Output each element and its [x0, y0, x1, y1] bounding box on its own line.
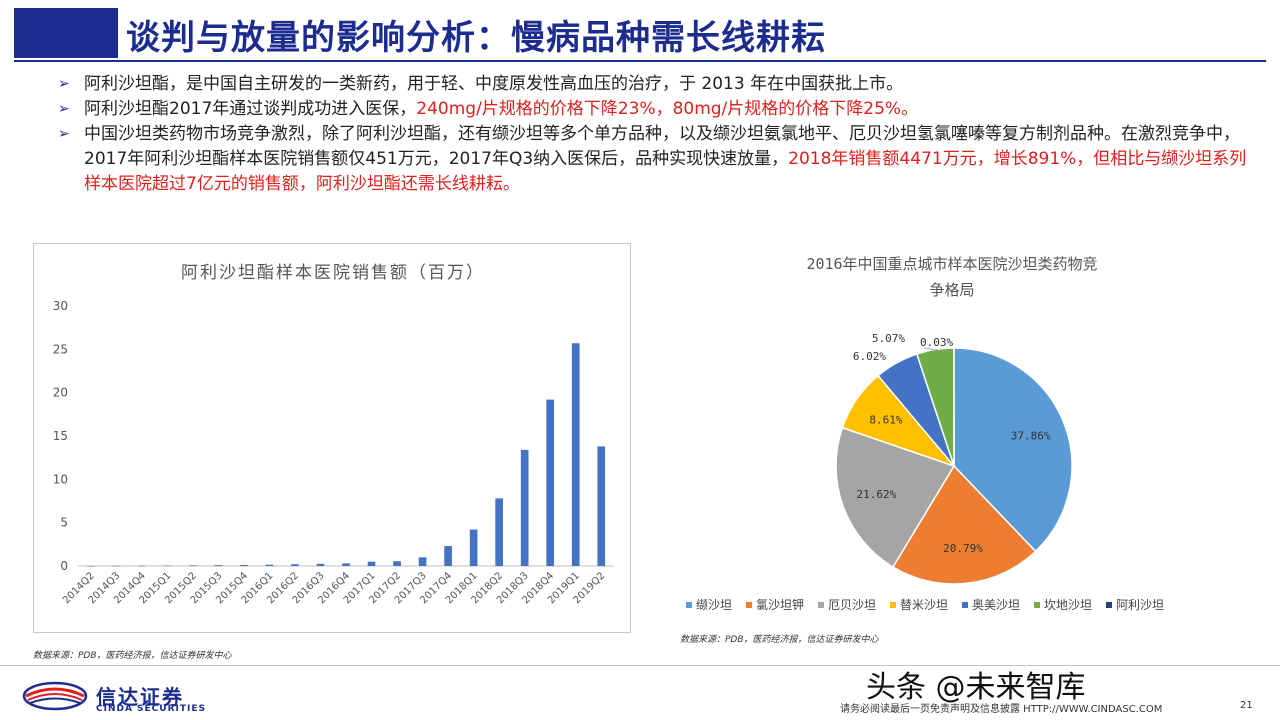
- pie-data-label: 20.79%: [943, 542, 983, 555]
- bar: [444, 546, 452, 566]
- bar: [418, 557, 427, 566]
- company-name-en: CINDA SECURITIES: [96, 704, 206, 714]
- bar: [495, 498, 503, 566]
- pie-slice: [891, 464, 1037, 585]
- legend-label: 阿利沙坦: [1116, 598, 1164, 612]
- title-divider: [14, 60, 1266, 62]
- bar: [546, 399, 555, 566]
- page-number: 21: [1240, 700, 1253, 711]
- bar: [214, 565, 223, 566]
- pie-data-label: 5.07%: [872, 332, 905, 345]
- pie-chart: 2016年中国重点城市样本医院沙坦类药物竞争格局 37.86% 20.79% 21.6…: [686, 255, 1164, 612]
- bar: [112, 565, 121, 567]
- pie-slice: [835, 426, 956, 569]
- pie-leader-line: [933, 351, 938, 357]
- pie-leader-line: [923, 347, 952, 353]
- footer-divider: [0, 665, 1280, 666]
- bar-chart-source: 数据来源：PDB，医药经济报，信达证券研发中心: [33, 651, 232, 661]
- company-name-cn: 信达证券: [96, 685, 184, 709]
- legend-swatch: [818, 602, 824, 608]
- legend-swatch: [1034, 602, 1040, 608]
- disclaimer-text: 请务必阅读最后一页免责声明及信息披露 HTTP://WWW.CINDASC.CO…: [840, 704, 1163, 715]
- y-tick-label: 0: [60, 559, 68, 573]
- bar: [520, 449, 529, 566]
- bar: [86, 565, 95, 567]
- pie-chart-title: 2016年中国重点城市样本医院沙坦类药物竞争格局: [806, 255, 1097, 299]
- bar: [342, 563, 350, 566]
- cinda-logo-icon: [22, 681, 88, 711]
- bar-chart-title: 阿利沙坦酯样本医院销售额（百万）: [181, 263, 485, 283]
- y-tick-label: 20: [53, 386, 68, 400]
- y-tick-label: 5: [60, 516, 68, 530]
- bullet-arrow-icon: ➢: [58, 126, 70, 142]
- bullet-item: ➢ 阿利沙坦酯，是中国自主研发的一类新药，用于轻、中度原发性高血压的治疗，于 20…: [58, 72, 1258, 97]
- bar: [265, 564, 274, 566]
- legend-label: 坎地沙坦: [1044, 598, 1092, 612]
- bullet-item: ➢ 阿利沙坦酯2017年通过谈判成功进入医保，240mg/片规格的价格下降23%，…: [58, 97, 1258, 122]
- bar: [469, 529, 478, 566]
- legend-swatch: [746, 602, 752, 608]
- pie-data-label: 21.62%: [856, 488, 896, 501]
- legend-label: 氯沙坦钾: [756, 598, 804, 612]
- bar: [367, 561, 376, 566]
- bullet-arrow-icon: ➢: [58, 101, 70, 117]
- bullet-item: ➢ 中国沙坦类药物市场竞争激烈，除了阿利沙坦酯，还有缬沙坦等多个单方品种，以及缬沙…: [58, 122, 1258, 197]
- pie-title-line: 2016年中国重点城市样本医院沙坦类药物竞: [806, 255, 1097, 273]
- y-tick-label: 15: [53, 429, 68, 443]
- bar: [571, 343, 580, 566]
- bar: [240, 564, 248, 566]
- legend-swatch: [686, 602, 692, 608]
- pie-chart-source: 数据来源：PDB，医药经济报，信达证券研发中心: [680, 635, 879, 645]
- legend-swatch: [1106, 602, 1112, 608]
- bullet-text: 中国沙坦类药物市场竞争激烈，除了阿利沙坦酯，还有缬沙坦等多个单方品种，以及缬沙坦…: [84, 124, 1240, 169]
- bullet-list: ➢ 阿利沙坦酯，是中国自主研发的一类新药，用于轻、中度原发性高血压的治疗，于 20…: [58, 72, 1258, 197]
- y-tick-label: 25: [53, 342, 68, 356]
- bullet-arrow-icon: ➢: [58, 76, 70, 92]
- bullet-highlight-text: 2018年销售额4471万元，增长891%，但相比与缬沙坦系列样本医院超过7亿元…: [84, 149, 1247, 194]
- bar: [137, 565, 146, 567]
- bar: [316, 563, 325, 566]
- y-tick-label: 10: [53, 472, 68, 486]
- y-tick-label: 30: [53, 299, 68, 313]
- bullet-text: 阿利沙坦酯2017年通过谈判成功进入医保，: [84, 99, 417, 119]
- legend-label: 替米沙坦: [900, 598, 948, 612]
- pie-data-label: 8.61%: [869, 413, 902, 426]
- bar-chart: 阿利沙坦酯样本医院销售额（百万）0510152025302014Q22014Q3…: [53, 263, 614, 606]
- watermark-text: 头条 @未来智库: [866, 670, 1086, 705]
- bar: [189, 565, 197, 566]
- bar: [291, 564, 299, 566]
- legend-label: 缬沙坦: [696, 598, 732, 612]
- pie-data-label: 0.03%: [920, 336, 953, 349]
- legend-label: 奥美沙坦: [972, 598, 1020, 612]
- slide-title: 谈判与放量的影响分析：慢病品种需长线耕耘: [126, 18, 826, 58]
- pie-data-label: 6.02%: [853, 350, 886, 363]
- pie-chart-panel: 2016年中国重点城市样本医院沙坦类药物竞争格局 37.86% 20.79% 21.6…: [680, 240, 1240, 630]
- bullet-text: 阿利沙坦酯，是中国自主研发的一类新药，用于轻、中度原发性高血压的治疗，于 201…: [84, 74, 904, 94]
- legend-label: 厄贝沙坦: [828, 598, 876, 612]
- pie-title-line: 争格局: [929, 281, 974, 299]
- bar: [393, 561, 401, 566]
- pie-slice: [953, 347, 1073, 553]
- legend-swatch: [962, 602, 968, 608]
- title-accent-block: [14, 8, 118, 58]
- bullet-highlight-text: 240mg/片规格的价格下降23%，80mg/片规格的价格下降25%。: [416, 99, 919, 119]
- bar: [163, 565, 172, 567]
- bar-chart-panel: 阿利沙坦酯样本医院销售额（百万） 0 5 10 15 20 25 30 2014Q2 2014Q3…: [33, 243, 631, 633]
- legend-swatch: [890, 602, 896, 608]
- pie-data-label: 37.86%: [1011, 429, 1051, 442]
- bar: [597, 446, 606, 566]
